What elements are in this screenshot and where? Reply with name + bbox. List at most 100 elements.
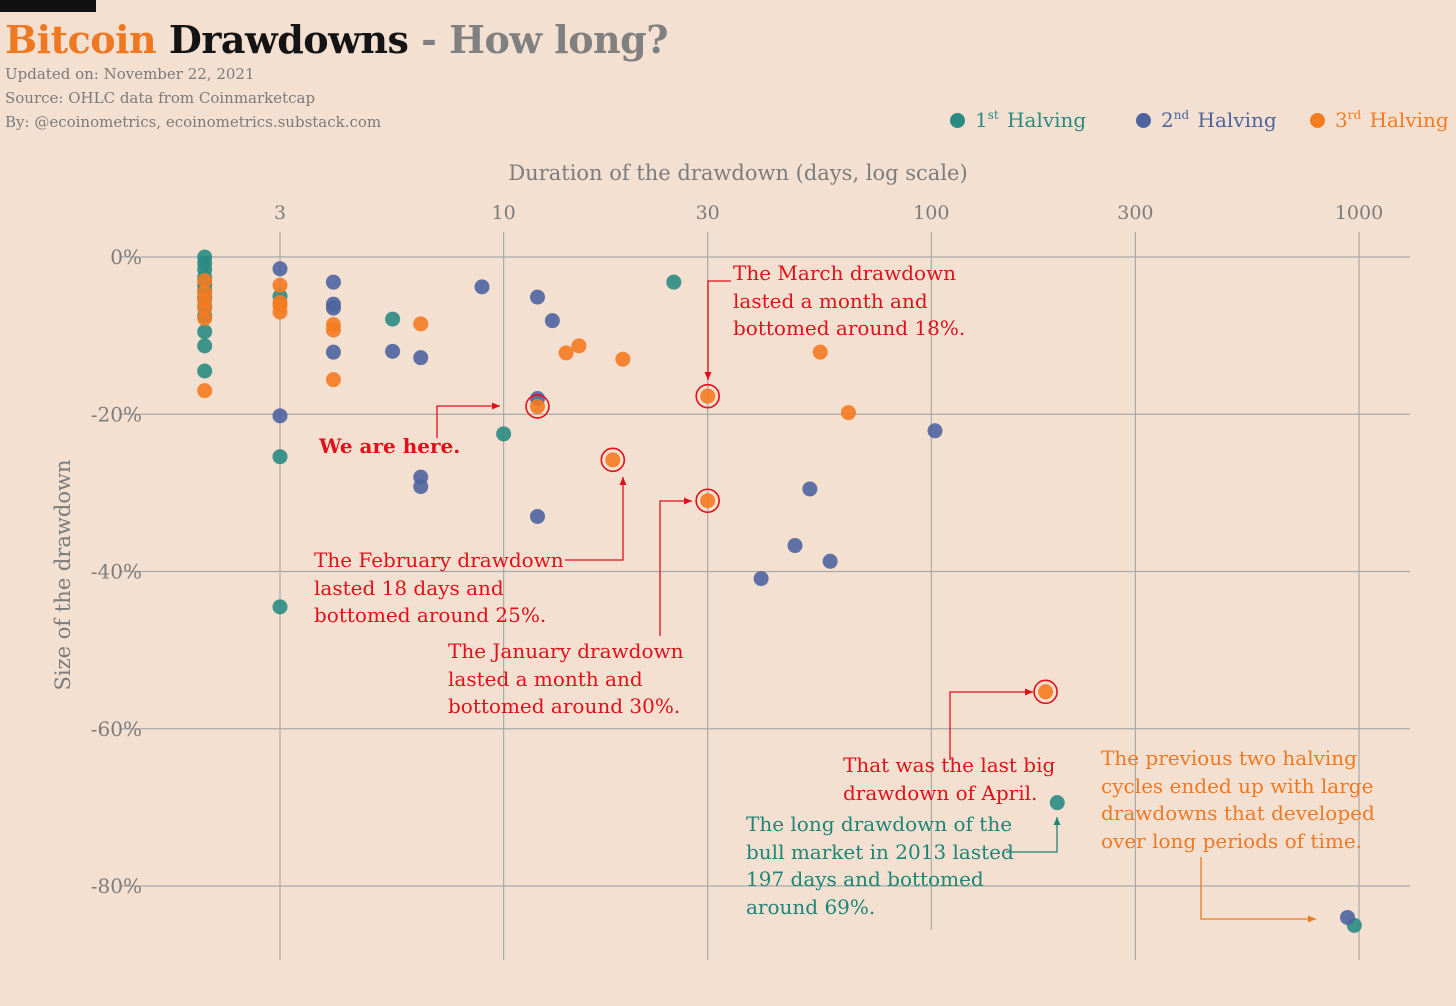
legend: 1st Halving 2nd Halving 3rd Halving <box>0 108 1456 140</box>
annotation-previous-halvings: The previous two halving cycles ended up… <box>1101 746 1375 853</box>
data-point <box>700 493 716 509</box>
updated-date: Updated on: November 22, 2021 <box>5 65 255 83</box>
arrow-bull-2013-head <box>1053 817 1061 825</box>
legend-item-3rd-halving: 3rd Halving <box>1310 108 1449 132</box>
data-point <box>413 479 429 495</box>
data-point <box>802 481 818 497</box>
data-point <box>753 571 769 587</box>
data-point <box>272 599 288 615</box>
y-tick-label: 0% <box>110 245 142 269</box>
y-tick-label: -20% <box>91 402 142 426</box>
data-point <box>571 338 587 354</box>
highlight-rings <box>525 383 1058 705</box>
arrow-february-head <box>619 477 627 485</box>
title-how-long: - How long? <box>408 17 669 62</box>
data-point <box>413 316 429 332</box>
data-point <box>474 279 490 295</box>
data-point <box>812 344 828 360</box>
arrow-february <box>565 477 624 561</box>
data-point <box>272 277 288 293</box>
x-tick-label: 30 <box>696 202 720 224</box>
y-tick-label: -60% <box>91 717 142 741</box>
title-bitcoin: Bitcoin <box>5 17 157 62</box>
x-tick-label: 10 <box>492 202 516 224</box>
x-tick-label: 300 <box>1117 202 1153 224</box>
data-point <box>197 383 213 399</box>
legend-dot-icon <box>1310 112 1325 128</box>
data-point <box>197 363 213 379</box>
grid-lines <box>120 232 1410 960</box>
highlight-ring <box>600 447 626 473</box>
data-point <box>1340 909 1356 925</box>
annotation-january: The January drawdown lasted a month and … <box>448 639 684 718</box>
data-point <box>822 553 838 569</box>
data-point <box>272 449 288 465</box>
highlight-ring <box>695 383 720 409</box>
arrow-april <box>949 691 1033 760</box>
arrow-we-are-here <box>436 405 500 438</box>
chart-title: Bitcoin Drawdowns - How long? <box>5 14 669 66</box>
legend-dot-icon <box>950 112 965 128</box>
annotation-february: The February drawdown lasted 18 days and… <box>314 548 564 627</box>
arrow-march <box>707 280 731 380</box>
annotation-april: That was the last big drawdown of April. <box>843 753 1056 805</box>
legend-item-1st-halving: 1st Halving <box>950 108 1086 132</box>
data-point <box>544 313 560 329</box>
legend-item-2nd-halving: 2nd Halving <box>1136 108 1277 132</box>
annotation-bull-2013: The long drawdown of the bull market in … <box>746 812 1014 919</box>
corner-block <box>0 0 96 12</box>
data-point <box>666 274 682 290</box>
y-axis-title: Size of the drawdown <box>51 460 75 691</box>
data-point <box>615 351 631 367</box>
arrow-april-head <box>1025 688 1033 696</box>
data-point <box>1049 795 1065 811</box>
data-point <box>529 508 545 524</box>
annotation-we-are-here: We are here. <box>319 434 461 458</box>
data-point <box>272 261 288 277</box>
highlight-ring <box>525 394 550 419</box>
annotation-arrows <box>436 280 1316 923</box>
title-drawdowns: Drawdowns <box>156 17 409 62</box>
y-tick-label: -40% <box>91 560 142 584</box>
legend-label-1st: 1st Halving <box>975 108 1087 132</box>
arrow-previous-halvings-head <box>1308 915 1316 923</box>
data-point <box>529 289 545 305</box>
data-source: Source: OHLC data from Coinmarketcap <box>5 89 316 107</box>
data-point <box>325 372 341 388</box>
data-point <box>272 408 288 424</box>
annotation-march: The March drawdown lasted a month and bo… <box>733 261 966 340</box>
data-point <box>325 274 341 290</box>
data-point <box>605 452 621 468</box>
data-point <box>197 338 213 354</box>
arrow-january-head <box>684 497 692 505</box>
data-point <box>927 423 943 439</box>
byline: By: @ecoinometrics, ecoinometrics.substa… <box>5 113 382 131</box>
legend-label-3rd: 3rd Halving <box>1335 108 1449 132</box>
data-point <box>700 388 716 404</box>
highlight-ring <box>695 488 720 514</box>
legend-label-2nd: 2nd Halving <box>1161 108 1277 132</box>
x-tick-label: 1000 <box>1335 202 1383 224</box>
arrow-we-are-here-head <box>492 402 500 410</box>
highlight-ring <box>1033 679 1058 705</box>
data-point <box>496 426 512 442</box>
data-point <box>197 310 213 326</box>
arrow-previous-halvings <box>1200 857 1316 920</box>
data-point <box>385 343 401 359</box>
data-point <box>529 398 545 414</box>
data-point <box>413 350 429 366</box>
axes: 0% -20% -40% -60% -80% 3 10 30 100 300 1000 Duratio… <box>51 161 1383 898</box>
data-point <box>787 538 803 554</box>
data-point <box>197 273 213 289</box>
data-point <box>558 345 574 361</box>
x-tick-label: 3 <box>274 202 286 224</box>
y-tick-label: -80% <box>91 874 142 898</box>
arrow-january <box>659 500 692 636</box>
data-point <box>1038 684 1054 700</box>
legend-dot-icon <box>1136 112 1151 128</box>
x-tick-label: 100 <box>913 202 949 224</box>
data-point <box>325 300 341 316</box>
data-point <box>325 322 341 338</box>
x-axis-title: Duration of the drawdown (days, log scal… <box>508 161 967 185</box>
